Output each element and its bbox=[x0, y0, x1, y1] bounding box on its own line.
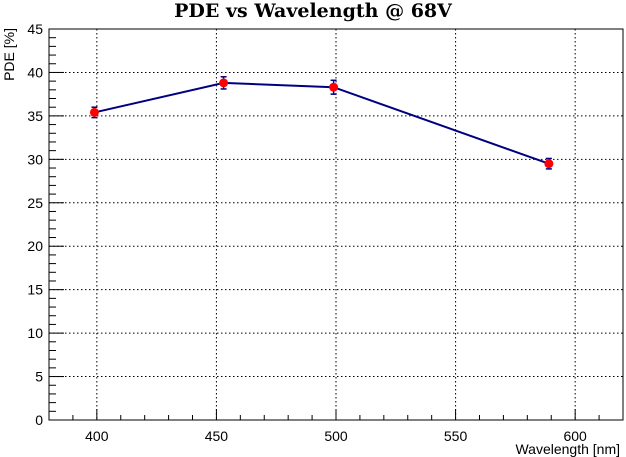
data-point bbox=[544, 159, 554, 169]
y-tick-label: 35 bbox=[27, 108, 43, 124]
y-tick-label: 30 bbox=[27, 151, 43, 167]
axis-ticks bbox=[48, 28, 624, 421]
x-tick-label: 550 bbox=[444, 428, 468, 444]
x-tick-label: 500 bbox=[324, 428, 348, 444]
y-tick-label: 20 bbox=[27, 238, 43, 254]
x-axis-label: Wavelength [nm] bbox=[515, 441, 620, 457]
data-point bbox=[219, 78, 229, 88]
x-tick-label: 600 bbox=[563, 428, 587, 444]
chart-title: PDE vs Wavelength @ 68V bbox=[174, 0, 453, 22]
data-point bbox=[329, 82, 339, 92]
y-tick-label: 15 bbox=[27, 282, 43, 298]
y-tick-label: 25 bbox=[27, 195, 43, 211]
x-tick-label: 450 bbox=[205, 428, 229, 444]
y-tick-label: 10 bbox=[27, 325, 43, 341]
data-series bbox=[89, 76, 554, 170]
y-axis-label: PDE [%] bbox=[1, 28, 17, 81]
y-tick-label: 40 bbox=[27, 64, 43, 80]
x-tick-label: 400 bbox=[85, 428, 109, 444]
y-tick-label: 5 bbox=[35, 369, 43, 385]
y-tick-label: 0 bbox=[35, 412, 43, 428]
tick-labels: 400 450 500 550 600 0 5 10 15 20 25 30 35 40 45 bbox=[27, 21, 587, 444]
data-point bbox=[89, 107, 99, 117]
y-tick-label: 45 bbox=[27, 21, 43, 37]
series-line bbox=[94, 81, 550, 165]
